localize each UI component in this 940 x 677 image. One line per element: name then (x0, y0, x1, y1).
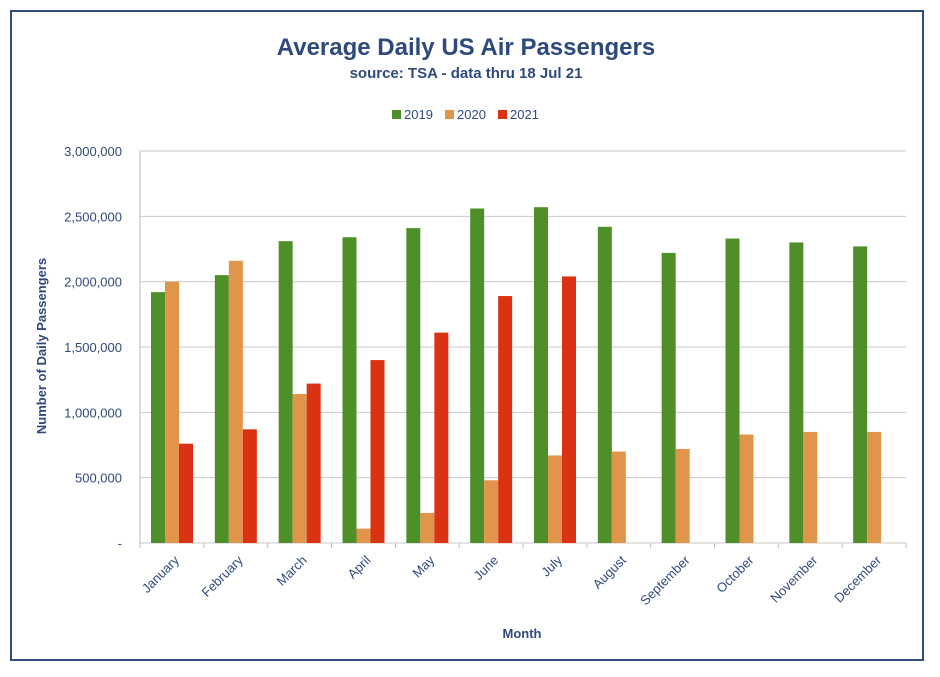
y-tick-label: 2,500,000 (64, 209, 122, 224)
legend-label-2021: 2021 (510, 107, 539, 122)
x-tick-label: January (139, 552, 183, 596)
chart-title: Average Daily US Air Passengers (277, 34, 655, 61)
x-tick-label: February (198, 552, 246, 600)
bar-2019-july (534, 207, 548, 544)
legend-label-2019: 2019 (404, 107, 433, 122)
x-axis-label: Month (503, 626, 542, 641)
legend: 2019 2020 2021 (392, 107, 539, 122)
bar-2021-february (242, 429, 257, 543)
bar-2021-may (434, 332, 449, 543)
y-axis-label: Number of Daily Passengers (34, 258, 49, 434)
bar-2019-november (789, 242, 804, 543)
bar-2020-march (292, 394, 307, 543)
bar-2020-june (484, 480, 499, 543)
x-tick-label: June (471, 553, 502, 584)
bar-2019-april (342, 237, 357, 544)
bars (151, 207, 882, 544)
bar-2019-february (214, 275, 229, 543)
bar-2019-october (725, 238, 740, 543)
bar-2019-december (853, 246, 868, 544)
y-tick-label: 2,000,000 (64, 275, 122, 290)
bar-2020-september (675, 448, 690, 543)
bar-2021-january (179, 443, 193, 543)
x-tick-label: August (590, 552, 629, 591)
x-tick-label: November (767, 552, 820, 605)
bar-2019-may (406, 228, 421, 544)
x-tick-label: December (831, 552, 884, 605)
x-tick-label: April (345, 552, 374, 581)
y-tick-label: 500,000 (75, 471, 122, 486)
bar-2021-march (306, 383, 321, 543)
chart-subtitle: source: TSA - data thru 18 Jul 21 (350, 65, 583, 82)
bar-2021-june (498, 296, 513, 543)
bar-2020-may (420, 512, 435, 543)
x-axis-ticks: January February March April May June July Augu… (139, 543, 907, 608)
legend-swatch-2021 (498, 110, 507, 119)
bar-2020-february (228, 260, 243, 543)
bar-2019-august (597, 226, 612, 543)
bar-2019-september (661, 252, 676, 544)
x-tick-label: May (409, 552, 437, 580)
legend-swatch-2019 (392, 110, 401, 119)
legend-swatch-2020 (445, 110, 454, 119)
bar-2021-april (370, 360, 385, 543)
x-tick-label: March (274, 553, 310, 589)
y-tick-label: 3,000,000 (64, 144, 122, 159)
y-axis-ticks: - 500,000 1,000,000 1,500,000 2,000,000 2,500… (64, 144, 122, 551)
bar-2020-october (739, 434, 754, 543)
bar-2020-november (803, 431, 818, 543)
x-tick-label: October (713, 552, 757, 596)
bar-2019-june (470, 208, 485, 543)
bar-2020-july (548, 455, 562, 543)
x-tick-label: July (538, 552, 565, 579)
y-tick-label: 1,500,000 (64, 340, 122, 355)
bar-2020-december (867, 431, 882, 543)
legend-label-2020: 2020 (457, 107, 486, 122)
bar-2020-april (356, 528, 371, 543)
y-tick-label: - (118, 536, 122, 551)
bar-2020-august (611, 451, 626, 543)
bar-2021-july (562, 276, 576, 543)
y-tick-label: 1,000,000 (64, 405, 122, 420)
bar-2019-march (278, 241, 293, 543)
bar-2020-january (165, 281, 179, 543)
bar-2019-january (151, 292, 165, 543)
x-tick-label: September (637, 552, 693, 608)
